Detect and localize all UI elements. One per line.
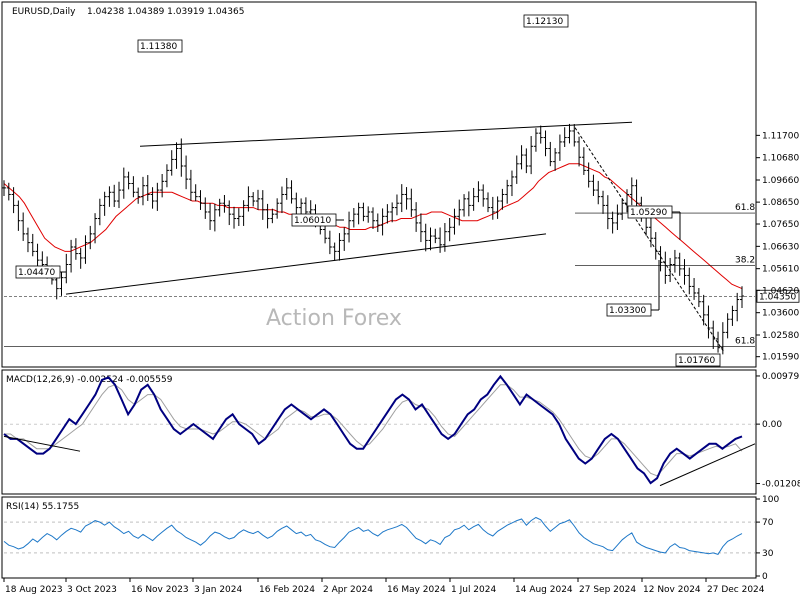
x-tick-label: 3 Jan 2024 bbox=[194, 585, 242, 595]
price-annotation-label: 1.05290 bbox=[630, 208, 667, 218]
rsi-panel-border bbox=[1, 496, 757, 579]
watermark: Action Forex bbox=[266, 306, 402, 331]
rsi-line bbox=[3, 516, 743, 555]
macd-panel: MACD(12,26,9) -0.002524 -0.005559 0.0097… bbox=[1, 369, 800, 495]
macd-trendline-right bbox=[659, 443, 756, 487]
price-annotation-label: 1.06010 bbox=[294, 216, 331, 226]
rsi-y-tick-label: 100 bbox=[762, 495, 779, 505]
price-y-tick-label: 1.04620 bbox=[762, 286, 799, 296]
price-y-tick-label: 1.07650 bbox=[762, 220, 799, 230]
price-panel-border bbox=[1, 1, 757, 368]
rsi-lines bbox=[3, 516, 743, 555]
price-y-tick-label: 1.01590 bbox=[762, 353, 799, 363]
rsi-panel: RSI(14) 55.1755 100 70 30 0 bbox=[1, 495, 779, 582]
x-tick-label: 16 Feb 2024 bbox=[259, 585, 315, 595]
price-y-tick-label: 1.11700 bbox=[762, 131, 799, 141]
price-annotation-label: 1.01760 bbox=[678, 356, 715, 366]
price-y-tick-label: 1.10680 bbox=[762, 154, 799, 164]
current-price-label: 1.04350 bbox=[759, 292, 796, 302]
macd-y-axis: 0.009795 0.00 -0.012081 bbox=[756, 372, 800, 490]
price-annotation-box bbox=[675, 353, 721, 367]
rsi-y-axis: 100 70 30 0 bbox=[756, 495, 779, 582]
macd-lines bbox=[3, 374, 756, 487]
rsi-grid bbox=[4, 521, 755, 554]
macd-trendline-left bbox=[3, 435, 81, 452]
lower-trendline bbox=[65, 233, 547, 295]
price-annotation-label: 1.11380 bbox=[140, 42, 177, 52]
rsi-y-tick-label: 0 bbox=[762, 572, 768, 582]
x-tick-label: 12 Nov 2024 bbox=[643, 585, 701, 595]
rsi-title: RSI(14) 55.1755 bbox=[6, 502, 79, 512]
price-y-tick-label: 1.05610 bbox=[762, 265, 799, 275]
price-y-axis: 1.11700 1.10680 1.09660 1.08650 1.07650 1.066… bbox=[756, 131, 799, 363]
price-y-tick-label: 1.09660 bbox=[762, 176, 799, 186]
macd-y-tick-label: -0.012081 bbox=[762, 480, 800, 490]
price-annotations: 61.8 38.2 61.8 1.04350 1.11380 1.12130 1.06010… bbox=[4, 14, 800, 367]
price-annotation-label: 1.03300 bbox=[609, 306, 646, 316]
fib-level-label: 61.8 bbox=[735, 203, 755, 213]
price-y-tick-label: 1.06630 bbox=[762, 242, 799, 252]
price-annotation-box bbox=[523, 14, 569, 28]
x-tick-label: 3 Oct 2023 bbox=[67, 585, 117, 595]
price-y-tick-label: 1.08650 bbox=[762, 198, 799, 208]
rsi-y-tick-label: 70 bbox=[762, 518, 774, 528]
x-axis: 18 Aug 2023 3 Oct 2023 16 Nov 2023 3 Jan 20… bbox=[3, 578, 765, 595]
fib-level-label: 38.2 bbox=[735, 256, 755, 266]
rsi-y-tick-label: 30 bbox=[762, 549, 774, 559]
price-annotation-label: 1.12130 bbox=[526, 17, 563, 27]
price-y-tick-label: 1.02580 bbox=[762, 331, 799, 341]
macd-main-line bbox=[3, 374, 743, 485]
price-panel: Action Forex EURUSD,Daily 1.04238 1.0438… bbox=[1, 1, 800, 368]
x-tick-label: 2 Apr 2024 bbox=[323, 585, 373, 595]
price-title: EURUSD,Daily bbox=[12, 7, 76, 17]
price-annotation-box bbox=[137, 39, 183, 53]
x-tick-label: 18 Aug 2023 bbox=[5, 585, 63, 595]
x-tick-label: 27 Dec 2024 bbox=[707, 585, 765, 595]
x-tick-label: 16 May 2024 bbox=[387, 585, 446, 595]
x-tick-label: 1 Jul 2024 bbox=[451, 585, 496, 595]
macd-title: MACD(12,26,9) -0.002524 -0.005559 bbox=[6, 375, 173, 385]
macd-y-tick-label: 0.00 bbox=[762, 420, 782, 430]
price-ohlc: 1.04238 1.04389 1.03919 1.04365 bbox=[87, 7, 244, 17]
upper-trendline bbox=[139, 121, 633, 147]
macd-y-tick-label: 0.009795 bbox=[762, 372, 800, 382]
price-annotation-label: 1.04470 bbox=[18, 268, 55, 278]
fib-level-label: 61.8 bbox=[735, 337, 755, 347]
price-bars bbox=[2, 123, 744, 355]
x-tick-label: 27 Sep 2024 bbox=[579, 585, 636, 595]
x-tick-label: 14 Aug 2024 bbox=[515, 585, 573, 595]
x-tick-label: 16 Nov 2023 bbox=[131, 585, 189, 595]
price-y-tick-label: 1.03600 bbox=[762, 309, 799, 319]
current-price-box bbox=[756, 289, 800, 303]
macd-panel-border bbox=[1, 369, 757, 495]
